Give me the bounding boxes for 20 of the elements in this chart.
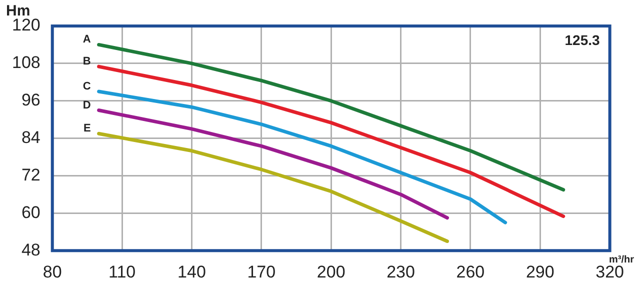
- y-tick-label: 108: [12, 53, 40, 72]
- series-label: C: [82, 80, 91, 93]
- series-label: A: [82, 34, 91, 46]
- series-label: B: [82, 56, 91, 68]
- y-tick-label: 84: [21, 128, 40, 147]
- y-tick-label: 60: [21, 202, 40, 222]
- x-tick-label: 170: [247, 262, 276, 282]
- y-tick-label: 72: [21, 165, 40, 184]
- y-tick-label: 96: [21, 90, 40, 110]
- x-tick-label: 80: [42, 262, 62, 282]
- series-label: D: [82, 99, 91, 112]
- x-tick-label: 110: [108, 262, 136, 282]
- x-tick-label: 140: [178, 262, 206, 282]
- x-tick-label: 290: [526, 262, 554, 282]
- y-tick-label: 48: [21, 240, 40, 260]
- x-tick-label: 200: [316, 262, 346, 282]
- series-label: E: [83, 122, 91, 135]
- x-tick-label: 230: [386, 262, 415, 282]
- x-tick-label: 260: [456, 262, 485, 282]
- annotation: 125.3: [564, 32, 600, 48]
